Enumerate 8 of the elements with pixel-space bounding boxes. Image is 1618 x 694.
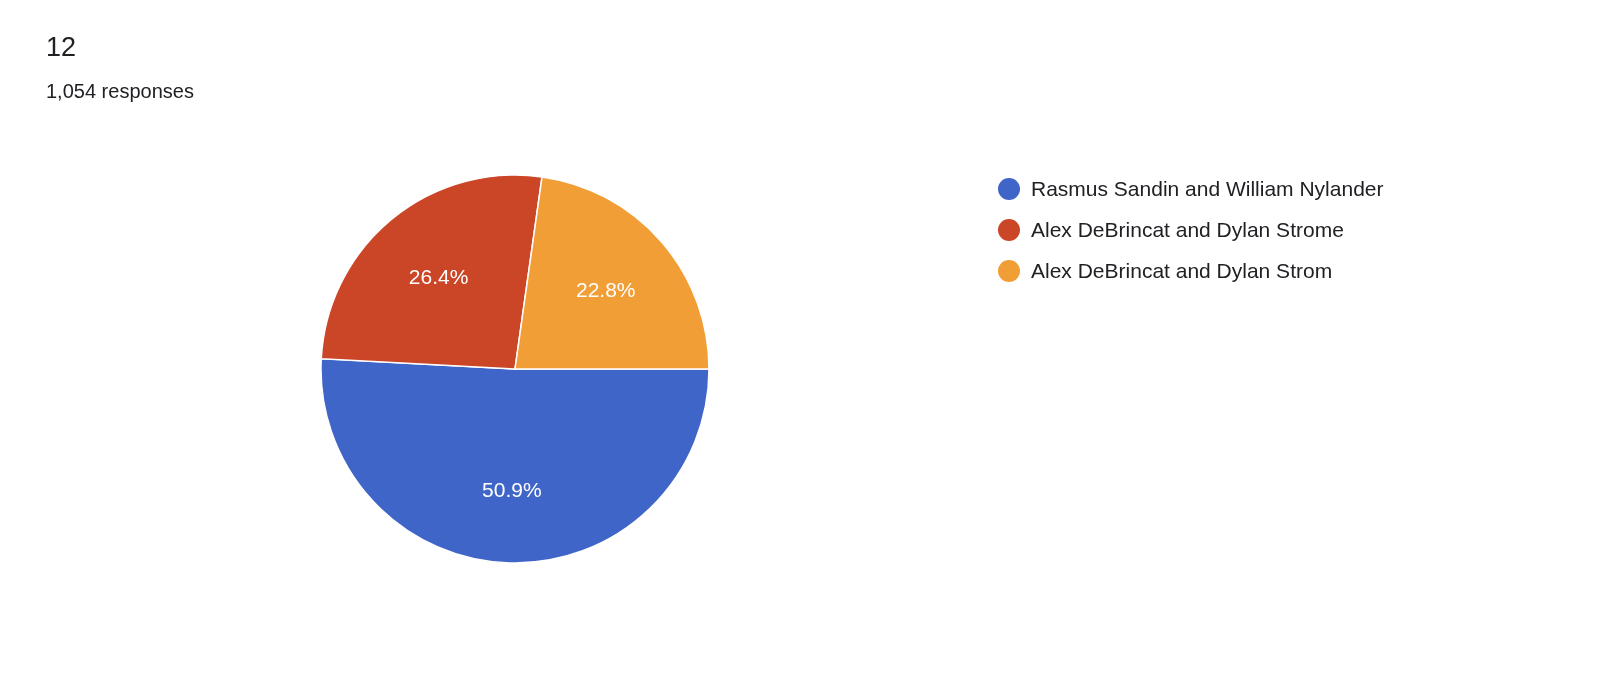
data-label: 50.9% <box>482 477 542 501</box>
data-label: 22.8% <box>576 278 636 302</box>
text: 1,054 responses <box>46 80 194 102</box>
legend-label: Alex DeBrincat and Dylan Strom <box>1031 259 1333 283</box>
data-label: 26.4% <box>408 264 469 288</box>
legend-label: Alex DeBrincat and Dylan Strome <box>1031 218 1344 242</box>
legend-label: Rasmus Sandin and William Nylander <box>1031 177 1384 201</box>
text: 12 <box>46 32 77 62</box>
